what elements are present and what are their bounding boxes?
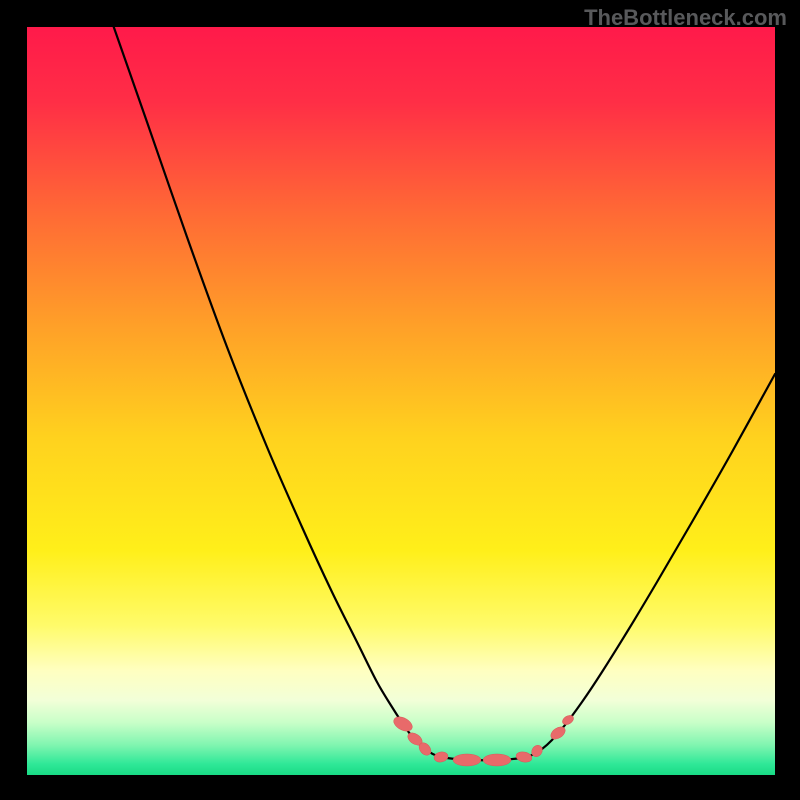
valley-marker bbox=[391, 714, 414, 734]
watermark-text: TheBottleneck.com bbox=[584, 5, 787, 31]
valley-markers bbox=[391, 713, 575, 766]
plot-area bbox=[27, 27, 775, 775]
chart-svg bbox=[27, 27, 775, 775]
valley-marker bbox=[515, 750, 533, 763]
bottleneck-curve bbox=[112, 27, 775, 760]
valley-marker bbox=[483, 754, 511, 766]
valley-marker bbox=[433, 751, 449, 763]
valley-marker bbox=[453, 754, 481, 766]
